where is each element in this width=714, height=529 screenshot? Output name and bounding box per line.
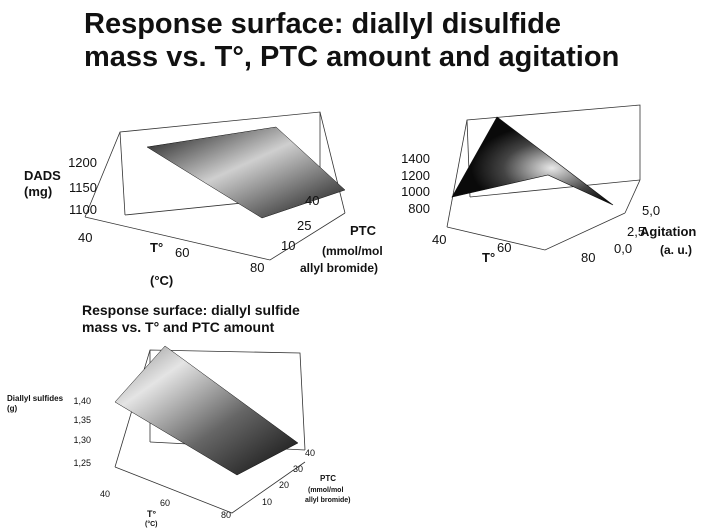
- chart3-zlabel: Diallyl sulfides: [7, 394, 64, 403]
- chart3-xunit: (°C): [145, 520, 158, 528]
- page-title: Response surface: diallyl disulfide mass…: [84, 8, 619, 74]
- chart3-ztick-1-35: 1,35: [73, 415, 91, 425]
- chart2-ztick-800: 800: [408, 201, 430, 216]
- chart1-xtick-40: 40: [78, 230, 92, 245]
- chart2-ytick-2-5: 2,5: [627, 224, 645, 239]
- chart2-ytick-5: 5,0: [642, 203, 660, 218]
- chart2-ztick-1000: 1000: [401, 184, 430, 199]
- chart3-title-line-1: Response surface: diallyl sulfide: [82, 302, 300, 318]
- chart3-zunit: (g): [7, 404, 18, 413]
- chart2-ylabel-line2: (a. u.): [660, 243, 692, 257]
- chart1-ztick-1100: 1100: [69, 202, 97, 217]
- chart1: DADS (mg) 1200 1150 1100 40 60 80 T° (°C…: [24, 111, 383, 288]
- chart3-title: Response surface: diallyl sulfide mass v…: [82, 302, 300, 336]
- chart3-surface: [114, 345, 299, 476]
- chart1-ylabel-line3: allyl bromide): [300, 261, 378, 275]
- chart1-ytick-25: 25: [297, 218, 311, 233]
- chart1-ylabel-line2: (mmol/mol: [322, 244, 383, 258]
- chart1-xunit: (°C): [150, 273, 173, 288]
- chart2-ylabel-line1: Agitation: [640, 224, 696, 239]
- chart3-xtick-60: 60: [160, 498, 170, 508]
- chart3: Diallyl sulfides (g) 1,40 1,35 1,30 1,25…: [7, 345, 351, 528]
- chart2-box: [446, 104, 641, 251]
- chart2-xtick-60: 60: [497, 240, 511, 255]
- chart1-ytick-40: 40: [305, 193, 319, 208]
- chart1-xtick-60: 60: [175, 245, 189, 260]
- chart2-ztick-1400: 1400: [401, 151, 430, 166]
- chart2: 1400 1200 1000 800 40 60 80 T° 0,0 2,5 5…: [401, 104, 696, 265]
- chart1-zlabel-line1: DADS: [24, 168, 61, 183]
- chart3-ylabel-line2: (mmol/mol: [308, 487, 343, 494]
- chart3-ytick-20: 20: [279, 480, 289, 490]
- chart3-ztick-1-30: 1,30: [73, 435, 91, 445]
- chart3-ylabel-line1: PTC: [320, 474, 336, 483]
- chart3-xtick-80: 80: [221, 510, 231, 520]
- chart3-ytick-10: 10: [262, 497, 272, 507]
- title-line-1: Response surface: diallyl disulfide: [84, 8, 562, 40]
- chart1-ytick-10: 10: [281, 238, 295, 253]
- chart1-ylabel-line1: PTC: [350, 223, 377, 238]
- chart3-ylabel-line3: allyl bromide): [305, 497, 351, 504]
- chart1-xtick-80: 80: [250, 260, 264, 275]
- chart3-ztick-1-25: 1,25: [73, 458, 91, 468]
- chart2-xlabel: T°: [482, 250, 495, 265]
- chart1-ztick-1200: 1200: [68, 155, 97, 170]
- chart1-ztick-1150: 1150: [69, 180, 97, 195]
- chart3-ytick-40: 40: [305, 448, 315, 458]
- chart2-ztick-1200: 1200: [401, 168, 430, 183]
- chart3-ztick-1-40: 1,40: [73, 396, 91, 406]
- chart2-xtick-80: 80: [581, 250, 595, 265]
- chart1-zlabel-line2: (mg): [24, 184, 52, 199]
- chart3-ytick-30: 30: [293, 464, 303, 474]
- chart3-xtick-40: 40: [100, 489, 110, 499]
- chart2-surface: [451, 116, 614, 206]
- chart3-title-line-2: mass vs. T° and PTC amount: [82, 319, 275, 335]
- title-line-2: mass vs. T°, PTC amount and agitation: [84, 41, 620, 73]
- chart1-surface: [146, 126, 346, 219]
- chart2-xtick-40: 40: [432, 232, 446, 247]
- chart1-xlabel: T°: [150, 240, 163, 255]
- chart3-xlabel: T°: [147, 509, 156, 519]
- chart2-ytick-0: 0,0: [614, 241, 632, 256]
